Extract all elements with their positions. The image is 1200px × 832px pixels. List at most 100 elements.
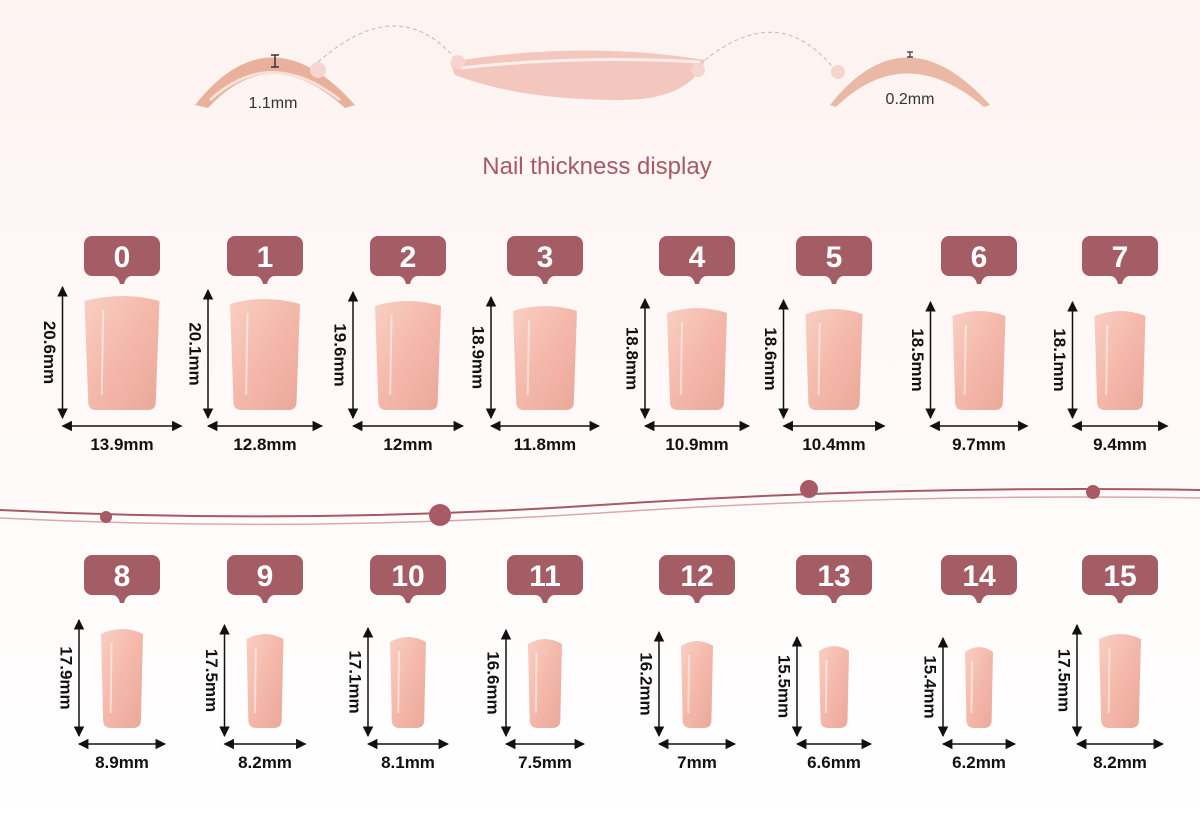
nail-shine	[109, 642, 113, 714]
nail	[1094, 311, 1146, 410]
length-label: 16.2mm	[637, 652, 656, 715]
nail	[230, 299, 300, 410]
width-label: 12mm	[383, 435, 432, 454]
nail-shine	[1105, 324, 1109, 396]
nail-item: 5 18.6mm 10.4mm	[761, 236, 886, 454]
nail-shine	[817, 322, 821, 396]
badge	[507, 555, 583, 603]
width-label: 9.7mm	[952, 435, 1006, 454]
nail-number: 6	[971, 241, 988, 274]
width-label: 8.9mm	[95, 753, 149, 772]
nail-number: 4	[689, 241, 706, 274]
nail-shine	[100, 309, 105, 396]
length-label: 18.5mm	[908, 328, 927, 391]
nail-item: 1 20.1mm 12.8mm	[186, 236, 324, 454]
nail-shine	[534, 652, 538, 714]
length-label: 18.9mm	[469, 326, 488, 389]
length-label: 20.6mm	[40, 321, 59, 384]
nail	[101, 629, 143, 728]
nail-number: 1	[257, 241, 274, 274]
nail-shine	[397, 650, 400, 714]
nail-shine	[526, 319, 530, 396]
length-label: 17.5mm	[1055, 649, 1074, 712]
badge	[941, 236, 1017, 284]
width-label: 7mm	[677, 753, 717, 772]
nail-number: 14	[962, 560, 996, 593]
thin-nail	[830, 57, 990, 107]
dot	[451, 55, 465, 69]
nail-item: 7 18.1mm 9.4mm	[1050, 236, 1169, 454]
nail-item: 15 17.5mm 8.2mm	[1055, 555, 1165, 772]
badge	[507, 236, 583, 284]
width-label: 10.4mm	[802, 435, 865, 454]
nail-shine	[687, 654, 690, 714]
nail-grid: 0 20.6mm 13.9mm 1 20.1mm 12.8mm 2 19.6mm 12mm 3 18…	[40, 236, 1169, 772]
nail-item: 14 15.4mm 6.2mm	[921, 555, 1017, 772]
thickness-mark	[907, 51, 913, 58]
length-label: 15.5mm	[775, 655, 794, 718]
nail	[819, 646, 849, 728]
nail-shine	[245, 312, 249, 396]
nail	[528, 639, 562, 728]
dot	[800, 480, 818, 498]
width-label: 13.9mm	[90, 435, 153, 454]
nail	[375, 301, 441, 410]
nail-number: 12	[680, 560, 713, 593]
nail	[681, 641, 713, 728]
thick-nail-shine	[208, 71, 341, 102]
length-label: 18.1mm	[1050, 328, 1069, 391]
nail	[513, 306, 577, 410]
nail	[965, 647, 993, 728]
length-label: 17.9mm	[57, 646, 76, 709]
side-nail-shine	[459, 58, 701, 70]
nail-item: 2 19.6mm 12mm	[331, 236, 465, 454]
nail-number: 8	[114, 560, 131, 593]
nail	[84, 296, 160, 410]
nail-item: 6 18.5mm 9.7mm	[908, 236, 1029, 454]
length-label: 17.5mm	[202, 649, 221, 712]
width-label: 9.4mm	[1093, 435, 1147, 454]
nail-item: 3 18.9mm 11.8mm	[469, 236, 601, 454]
badge	[227, 236, 303, 284]
dot	[310, 62, 326, 78]
badge	[84, 236, 160, 284]
dot	[691, 63, 705, 77]
nail-item: 10 17.1mm 8.1mm	[346, 555, 450, 772]
nail	[952, 311, 1006, 410]
width-label: 7.5mm	[518, 753, 572, 772]
nail-shine	[389, 314, 393, 396]
nail-shine	[679, 321, 683, 396]
nail-number: 9	[257, 560, 274, 593]
width-label: 11.8mm	[514, 435, 576, 454]
nail	[390, 637, 426, 728]
badge	[370, 236, 446, 284]
width-label: 6.2mm	[952, 753, 1006, 772]
badge	[84, 555, 160, 603]
width-label: 8.2mm	[238, 753, 292, 772]
nail-number: 2	[400, 241, 417, 274]
nail	[246, 634, 284, 728]
dot	[1086, 485, 1100, 499]
thickness-mark	[271, 54, 279, 68]
thick-label: 1.1mm	[249, 95, 298, 112]
nail-shine	[963, 324, 967, 396]
badge	[796, 555, 872, 603]
thin-label: 0.2mm	[886, 91, 935, 108]
nail-number: 10	[391, 560, 424, 593]
badge	[659, 555, 735, 603]
badge	[370, 555, 446, 603]
nail-number: 15	[1103, 560, 1136, 593]
nail-number: 0	[114, 241, 131, 274]
badge	[227, 555, 303, 603]
nail-shine	[1107, 647, 1111, 714]
dot	[429, 504, 451, 526]
nail-number: 7	[1112, 241, 1129, 274]
nail	[1099, 634, 1141, 728]
length-label: 16.6mm	[484, 651, 503, 714]
length-label: 17.1mm	[346, 650, 365, 713]
nail-item: 12 16.2mm 7mm	[637, 555, 737, 772]
nail-number: 3	[537, 241, 554, 274]
dot	[831, 65, 845, 79]
nail-shine	[254, 647, 257, 714]
